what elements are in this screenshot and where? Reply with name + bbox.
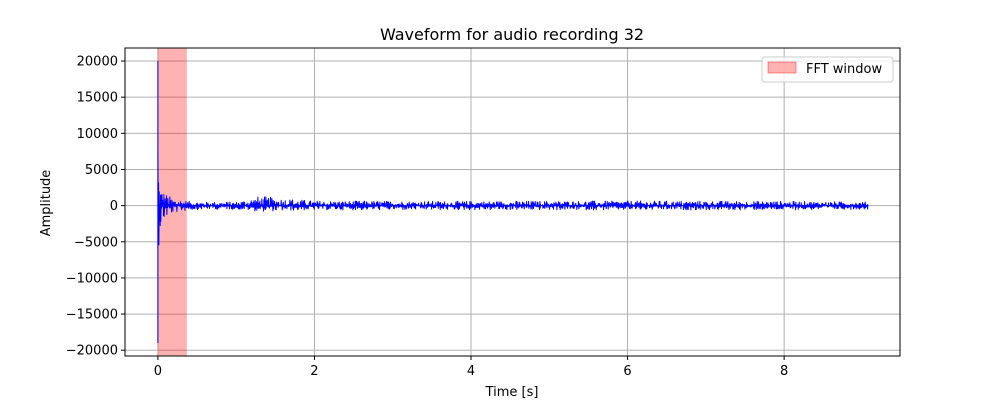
x-tick-label: 2 — [310, 364, 318, 379]
grid-lines — [125, 48, 900, 356]
plot-frame — [124, 47, 901, 357]
y-tick-label: −20000 — [66, 344, 118, 359]
x-axis-label: Time [s] — [485, 385, 539, 400]
y-tick-label: 5000 — [85, 163, 118, 178]
y-tick-label: −10000 — [66, 271, 118, 286]
y-tick-label: −5000 — [74, 235, 118, 250]
legend: FFT window — [761, 56, 894, 83]
x-tick-label: 8 — [780, 364, 788, 379]
waveform-line — [157, 61, 869, 343]
x-tick-label: 4 — [467, 364, 475, 379]
x-tick-label: 6 — [623, 364, 631, 379]
y-tick-label: −15000 — [66, 308, 118, 323]
y-tick-label: 20000 — [77, 55, 118, 70]
legend-label-fft-window: FFT window — [806, 62, 882, 77]
y-axis-ticks: −20000 −15000 −10000 −5000 0 5000 10000 15000 20… — [66, 55, 125, 359]
x-axis-ticks: 0 2 4 6 8 — [154, 356, 788, 379]
series-layer — [157, 61, 869, 343]
y-tick-label: 0 — [110, 199, 118, 214]
y-tick-label: 15000 — [77, 91, 118, 106]
legend-box — [761, 56, 894, 83]
legend-swatch-fft-window — [767, 61, 797, 74]
chart-title: Waveform for audio recording 32 — [380, 25, 644, 44]
y-tick-label: 10000 — [77, 127, 118, 142]
x-tick-label: 0 — [154, 364, 162, 379]
y-axis-label: Amplitude — [39, 170, 54, 237]
